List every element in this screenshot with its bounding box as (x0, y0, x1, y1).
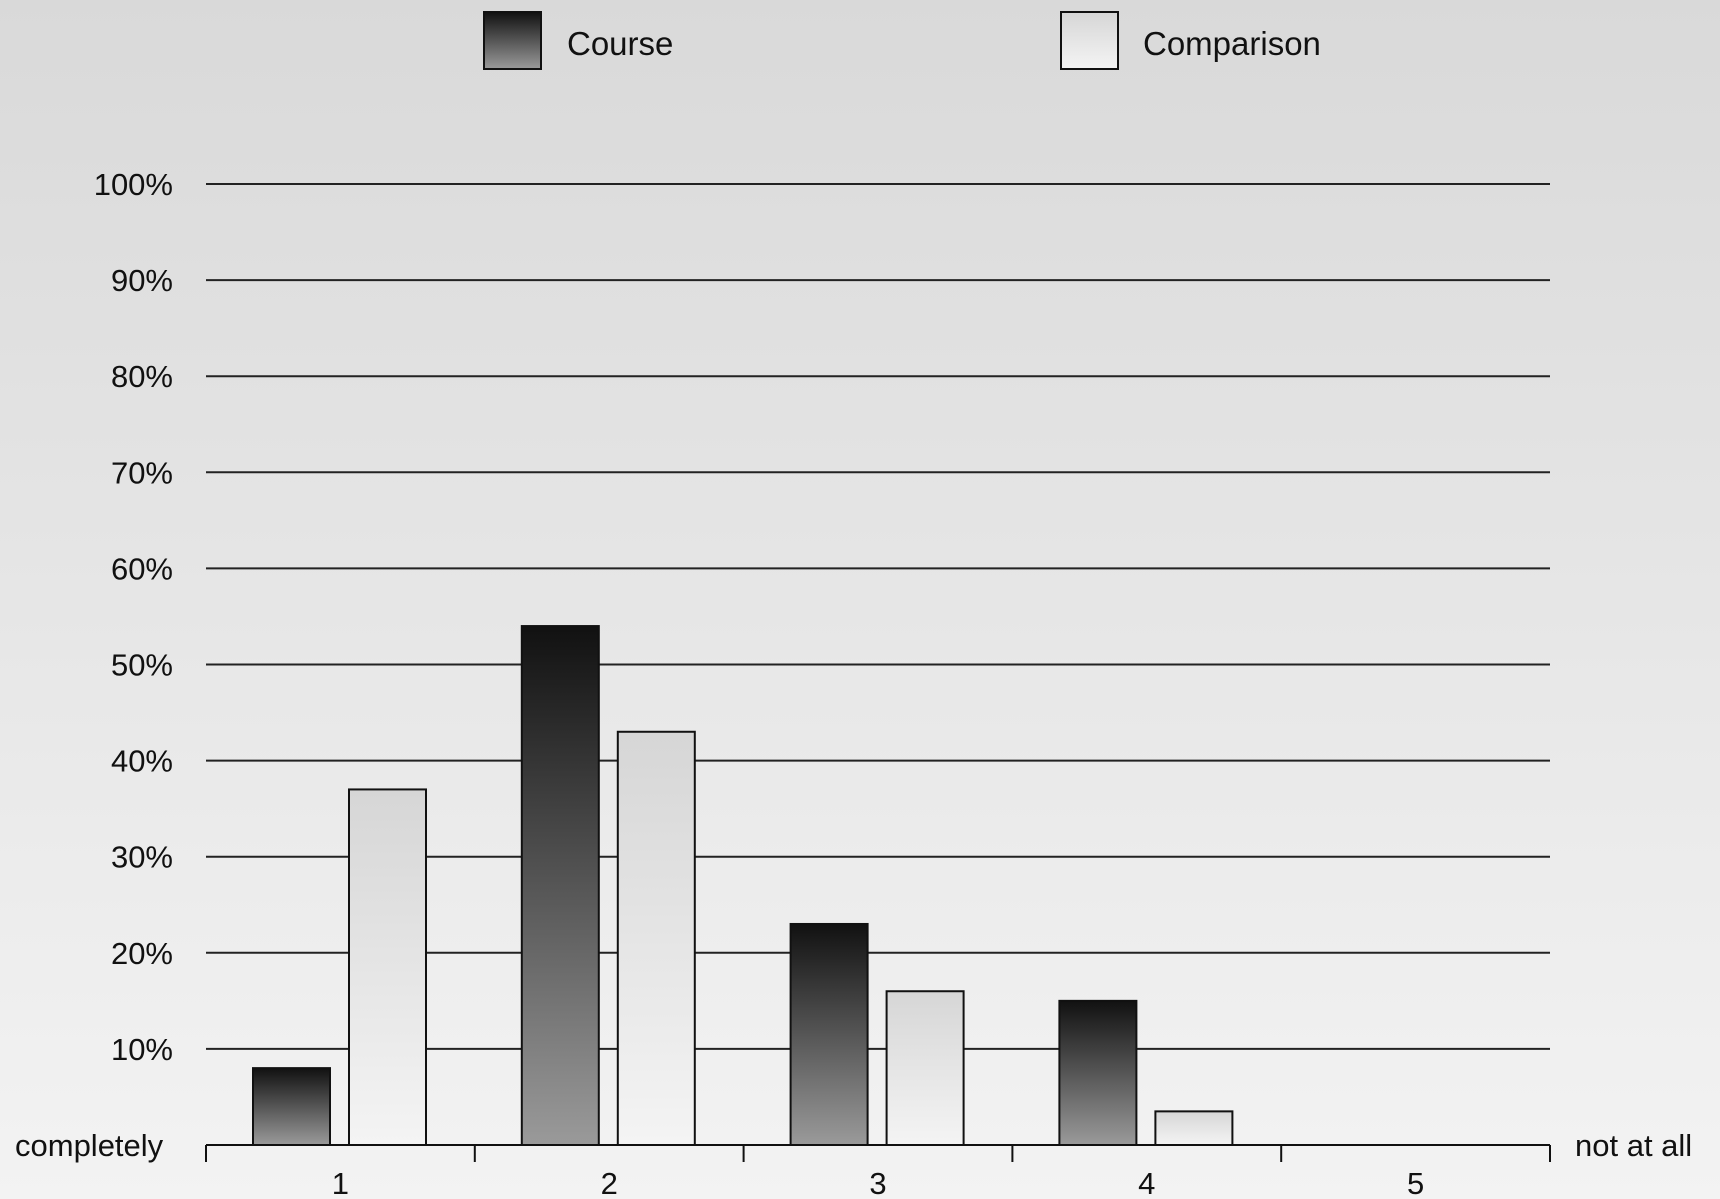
legend-swatch-comparison (1060, 11, 1119, 70)
course-bar (1058, 999, 1138, 1146)
y-tick-label: 20% (111, 936, 173, 971)
y-tick-label: 50% (111, 648, 173, 683)
comparison-bar (616, 730, 696, 1147)
legend-label: Course (567, 25, 673, 62)
x-tick-label: 4 (1138, 1166, 1155, 1199)
legend-swatch-course (483, 11, 542, 70)
comparison-bar (348, 788, 427, 1146)
y-tick-label: 30% (111, 840, 173, 875)
x-tick-label: 1 (332, 1166, 349, 1199)
y-axis-labels: 10% 20% 30% 40% 50% 60% 70% 80% 90% 100% (94, 167, 173, 1067)
comparison-bar (885, 990, 965, 1146)
y-tick-label: 90% (111, 263, 173, 298)
x-axis-left-label: completely (15, 1128, 164, 1163)
x-tick-label: 3 (869, 1166, 886, 1199)
x-axis: 1 2 3 4 5 (205, 1144, 1551, 1199)
bars (252, 625, 1234, 1147)
course-bar (252, 1067, 331, 1146)
course-bar (520, 625, 600, 1146)
y-tick-label: 100% (94, 167, 173, 202)
y-tick-label: 80% (111, 359, 173, 394)
legend: Course Comparison (483, 11, 1321, 70)
y-tick-label: 10% (111, 1032, 173, 1067)
x-axis-right-label: not at all (1575, 1128, 1692, 1163)
x-tick-label: 2 (601, 1166, 618, 1199)
x-tick-label: 5 (1407, 1166, 1424, 1199)
y-tick-label: 70% (111, 455, 173, 490)
comparison-bar (1154, 1110, 1234, 1146)
course-bar (789, 922, 869, 1146)
gridlines (206, 183, 1550, 1050)
legend-label: Comparison (1143, 25, 1321, 62)
y-tick-label: 40% (111, 744, 173, 779)
y-tick-label: 60% (111, 551, 173, 586)
